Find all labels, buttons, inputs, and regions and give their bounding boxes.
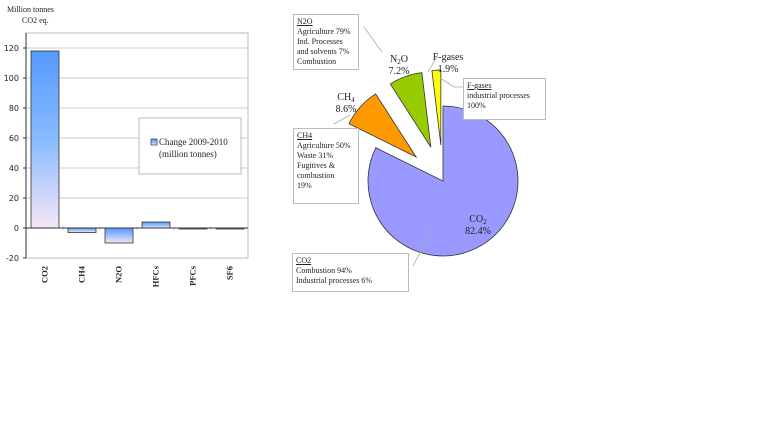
note-line: 19%: [297, 181, 312, 190]
note-line: Waste 31%: [297, 151, 334, 160]
note-co2: CO2 Combustion 94% Industrial processes 6…: [292, 253, 409, 292]
legend-box: [138, 117, 242, 175]
x-tick-label: CH4: [77, 265, 87, 283]
y-tick-label: 40: [9, 164, 19, 173]
note-line: Combustion: [297, 57, 337, 66]
note-line: Combustion 94%: [296, 266, 352, 275]
n2o-percent: 7.2%: [389, 66, 410, 77]
note-n2o: N2O Agriculture 79% Ind. Processes and sol…: [293, 14, 359, 70]
pie-slice-ch4: [348, 93, 418, 159]
bar-co2: [30, 50, 60, 229]
legend-swatch: [150, 138, 158, 146]
y-tick-label: 120: [4, 44, 19, 53]
bar-hfcs: [141, 221, 171, 229]
x-tick-label: PFCs: [188, 265, 198, 286]
fgases-percent: 1.9%: [438, 64, 459, 75]
note-line: 100%: [467, 101, 486, 110]
fgases-label: F-gases: [433, 52, 464, 63]
ch4-label: CH4: [337, 92, 355, 104]
co2-percent: 82.4%: [465, 226, 491, 237]
legend-label: (million tonnes): [159, 149, 217, 159]
y-axis-title: Million tonnes: [7, 5, 54, 14]
note-title: CO2: [296, 256, 312, 265]
y-tick-label: 100: [4, 74, 19, 83]
note-line: Agriculture 50%: [297, 141, 351, 150]
note-line: and solvents 7%: [297, 47, 350, 56]
x-tick-label: CO2: [40, 266, 50, 283]
x-tick-label: HFCs: [151, 265, 161, 287]
note-title: CH4: [297, 131, 313, 140]
co2-label: CO2: [469, 214, 487, 226]
pie-slice-n2o: [389, 72, 432, 148]
x-tick-label: N2O: [114, 266, 124, 283]
leader-line: [412, 229, 433, 267]
pie-slice-f-gases: [431, 69, 442, 146]
note-line: Industrial processes 6%: [296, 276, 372, 285]
bar-n2o: [104, 227, 134, 244]
note-line: Fugitives &: [297, 161, 336, 170]
note-title: F-gases: [467, 81, 492, 90]
leader-line: [427, 54, 439, 73]
n2o-label: N2O: [390, 54, 408, 66]
note-ch4: CH4 Agriculture 50% Waste 31% Fugitives & c…: [293, 128, 359, 204]
leader-line: [363, 26, 383, 53]
y-tick-label: 20: [9, 194, 19, 203]
y-tick-label: 80: [9, 104, 19, 113]
note-line: combustion: [297, 171, 335, 180]
y-tick-label: 0: [14, 224, 19, 233]
leader-line: [439, 77, 463, 88]
note-fgases: F-gases industrial processes 100%: [463, 78, 546, 120]
note-line: Ind. Processes: [297, 37, 343, 46]
note-title: N2O: [297, 17, 313, 26]
ch4-percent: 8.6%: [336, 104, 357, 115]
y-tick-label: -20: [6, 254, 19, 263]
y-tick-label: 60: [9, 134, 19, 143]
note-line: Agriculture 79%: [297, 27, 351, 36]
y-axis-title: CO2 eq.: [22, 16, 49, 25]
legend-label: Change 2009-2010: [159, 137, 228, 147]
leader-line: [333, 114, 351, 125]
x-tick-label: SF6: [225, 266, 235, 280]
bar-ch4: [67, 227, 97, 233]
pie-slice-co2: [367, 105, 519, 257]
note-line: industrial processes: [467, 91, 530, 100]
